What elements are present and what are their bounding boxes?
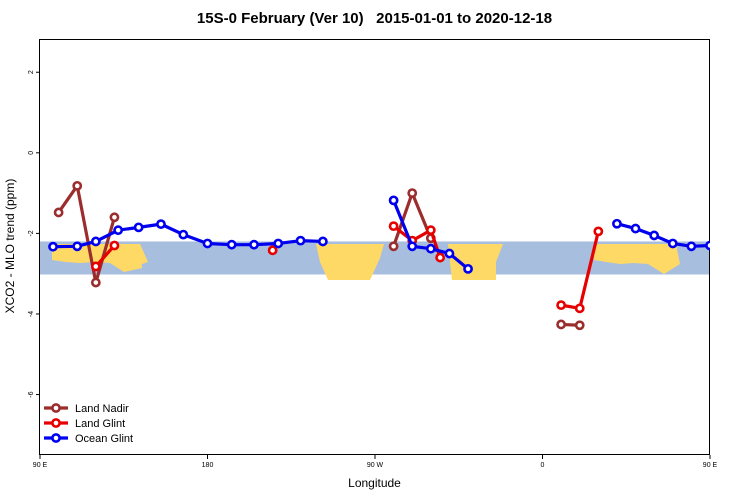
data-point <box>90 277 101 288</box>
data-point <box>667 238 678 249</box>
legend-label: Land Nadir <box>75 403 129 415</box>
x-tick-label: 90 E <box>703 462 718 469</box>
data-point <box>156 219 166 230</box>
data-point <box>425 225 436 236</box>
legend-item: Ocean Glint <box>44 433 133 445</box>
data-point <box>463 263 473 274</box>
data-point <box>72 180 83 191</box>
data-point <box>178 229 189 240</box>
data-point <box>72 241 83 252</box>
data-point <box>388 241 399 252</box>
data-point <box>109 212 120 223</box>
data-point <box>725 238 732 245</box>
data-point <box>113 225 124 236</box>
chart-title: 15S-0 February (Ver 10) 2015-01-01 to 20… <box>196 10 553 27</box>
x-tick-label: 180 <box>202 462 214 469</box>
x-tick-label: 90 E <box>33 462 48 469</box>
data-point <box>435 252 446 263</box>
y-tick-label: 0 <box>28 151 35 155</box>
data-point <box>48 241 58 252</box>
series-line <box>615 222 710 248</box>
data-point <box>249 239 259 250</box>
data-point <box>630 223 641 234</box>
data-point <box>556 300 567 311</box>
data-point <box>705 240 710 251</box>
y-tick-label: -2 <box>28 230 35 236</box>
data-point <box>133 222 144 233</box>
data-point <box>686 241 697 252</box>
axes: 90 E 180 90 W 0 90 E 2 0 -2 -4 -6 <box>28 70 718 469</box>
data-point <box>226 239 237 250</box>
series-line <box>729 186 750 283</box>
series-ocean-glint <box>48 195 750 274</box>
data-point <box>407 188 418 199</box>
data-point <box>202 238 213 249</box>
data-point <box>90 261 101 272</box>
data-point <box>612 218 622 229</box>
data-point <box>407 241 418 252</box>
data-point <box>317 236 328 247</box>
data-point <box>725 209 732 216</box>
legend: Land Nadir Land Glint Ocean Glint <box>44 403 133 445</box>
data-point <box>273 238 284 249</box>
legend-item: Land Glint <box>44 418 125 430</box>
data-point <box>53 207 64 218</box>
data-point <box>556 319 567 330</box>
land-africa <box>448 244 503 280</box>
land-png-east <box>118 244 148 268</box>
y-tick-label: -6 <box>28 391 35 397</box>
series-line <box>57 184 117 285</box>
data-point <box>444 248 455 259</box>
y-tick-label: 2 <box>28 70 35 74</box>
data-point <box>425 243 436 254</box>
x-tick-label: 0 <box>541 462 545 469</box>
land-mask <box>52 244 680 280</box>
y-tick-label: -4 <box>28 311 35 317</box>
data-point <box>388 195 399 206</box>
data-point <box>574 303 585 314</box>
data-point <box>744 227 750 234</box>
legend-marker <box>51 403 61 413</box>
data-point <box>593 226 604 237</box>
legend-label: Land Glint <box>75 418 125 430</box>
series-layer <box>48 180 750 331</box>
data-point <box>574 320 585 331</box>
data-point <box>388 221 399 232</box>
data-point <box>267 245 278 256</box>
legend-label: Ocean Glint <box>75 433 133 445</box>
legend-item: Land Nadir <box>44 403 129 415</box>
legend-marker <box>51 418 61 428</box>
land-south-america <box>316 244 384 280</box>
land-australia-east <box>594 244 680 274</box>
legend-marker <box>51 433 61 443</box>
data-point <box>90 236 101 247</box>
x-tick-label: 90 W <box>367 462 384 469</box>
x-axis-label: Longitude <box>348 476 401 490</box>
series-line <box>392 224 442 260</box>
data-point <box>744 182 750 189</box>
data-point <box>649 230 660 241</box>
data-point <box>109 240 120 251</box>
data-point <box>295 235 306 246</box>
